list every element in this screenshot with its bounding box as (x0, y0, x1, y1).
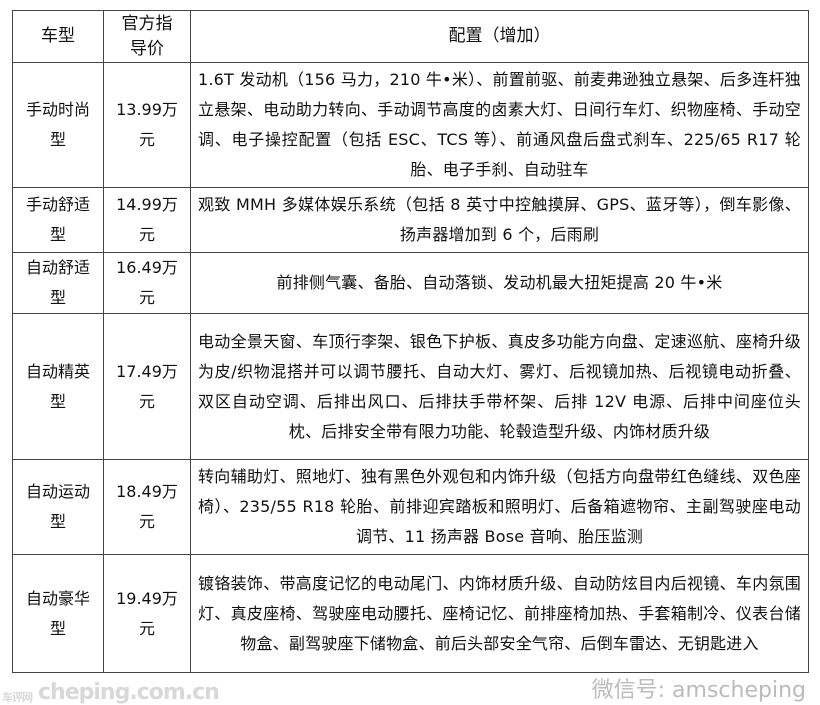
config-table: 车型 官方指导价 配置（增加） 手动时尚型 13.99万元 1.6T 发动机（1… (12, 10, 809, 673)
table-row: 手动舒适型 14.99万元 观致 MMH 多媒体娱乐系统（包括 8 英寸中控触摸… (12, 187, 809, 253)
header-price: 官方指导价 (103, 10, 191, 63)
model-cell: 自动精英型 (12, 313, 104, 460)
model-cell: 自动运动型 (12, 459, 104, 555)
price-cell: 17.49万元 (103, 313, 191, 460)
price-cell: 19.49万元 (103, 554, 191, 673)
header-row: 车型 官方指导价 配置（增加） (12, 10, 809, 63)
config-cell: 转向辅助灯、照地灯、独有黑色外观包和内饰升级（包括方向盘带红色缝线、双色座椅）、… (190, 459, 809, 555)
price-cell: 18.49万元 (103, 459, 191, 555)
price-cell: 14.99万元 (103, 187, 191, 253)
cheping-watermark-small: 车评网 (2, 691, 33, 704)
config-cell: 1.6T 发动机（156 马力，210 牛•米）、前置前驱、前麦弗逊独立悬架、后… (190, 62, 809, 188)
model-cell: 自动舒适型 (12, 252, 104, 314)
header-model: 车型 (12, 10, 104, 63)
table-row: 自动运动型 18.49万元 转向辅助灯、照地灯、独有黑色外观包和内饰升级（包括方… (12, 459, 809, 555)
table-row: 自动舒适型 16.49万元 前排侧气囊、备胎、自动落锁、发动机最大扭矩提高 20… (12, 252, 809, 314)
model-cell: 自动豪华型 (12, 554, 104, 673)
config-cell: 镀铬装饰、带高度记忆的电动尾门、内饰材质升级、自动防炫目内后视镜、车内氛围灯、真… (190, 554, 809, 673)
table-row: 自动豪华型 19.49万元 镀铬装饰、带高度记忆的电动尾门、内饰材质升级、自动防… (12, 554, 809, 673)
config-cell: 电动全景天窗、车顶行李架、银色下护板、真皮多功能方向盘、定速巡航、座椅升级为皮/… (190, 313, 809, 460)
price-cell: 13.99万元 (103, 62, 191, 188)
model-cell: 手动舒适型 (12, 187, 104, 253)
header-config: 配置（增加） (190, 10, 809, 63)
model-cell: 手动时尚型 (12, 62, 104, 188)
config-cell: 观致 MMH 多媒体娱乐系统（包括 8 英寸中控触摸屏、GPS、蓝牙等），倒车影… (190, 187, 809, 253)
price-cell: 16.49万元 (103, 252, 191, 314)
table-row: 手动时尚型 13.99万元 1.6T 发动机（156 马力，210 牛•米）、前… (12, 62, 809, 188)
table-row: 自动精英型 17.49万元 电动全景天窗、车顶行李架、银色下护板、真皮多功能方向… (12, 313, 809, 460)
watermark-row: 车评网 cheping.com.cn 微信号: amscheping (0, 673, 820, 705)
wechat-watermark: 微信号: amscheping (591, 678, 806, 703)
config-cell: 前排侧气囊、备胎、自动落锁、发动机最大扭矩提高 20 牛•米 (190, 252, 809, 314)
